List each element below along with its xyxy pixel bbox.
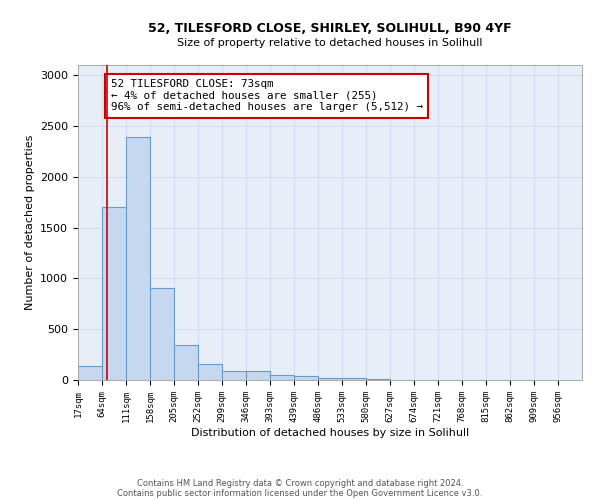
Text: Size of property relative to detached houses in Solihull: Size of property relative to detached ho… — [177, 38, 483, 48]
Bar — [342, 378, 365, 380]
Bar — [246, 372, 270, 380]
Bar — [78, 366, 102, 380]
Bar — [271, 376, 294, 380]
Bar — [222, 371, 246, 380]
Y-axis label: Number of detached properties: Number of detached properties — [25, 135, 35, 310]
Text: Contains HM Land Registry data © Crown copyright and database right 2024.: Contains HM Land Registry data © Crown c… — [137, 478, 463, 488]
X-axis label: Distribution of detached houses by size in Solihull: Distribution of detached houses by size … — [191, 428, 469, 438]
Bar — [174, 345, 198, 380]
Bar — [198, 364, 222, 380]
Text: Contains public sector information licensed under the Open Government Licence v3: Contains public sector information licen… — [118, 488, 482, 498]
Text: 52, TILESFORD CLOSE, SHIRLEY, SOLIHULL, B90 4YF: 52, TILESFORD CLOSE, SHIRLEY, SOLIHULL, … — [148, 22, 512, 36]
Bar — [102, 208, 126, 380]
Text: 52 TILESFORD CLOSE: 73sqm
← 4% of detached houses are smaller (255)
96% of semi-: 52 TILESFORD CLOSE: 73sqm ← 4% of detach… — [111, 79, 423, 112]
Bar — [126, 137, 150, 380]
Bar — [150, 288, 174, 380]
Bar — [318, 378, 341, 380]
Bar — [294, 376, 317, 380]
